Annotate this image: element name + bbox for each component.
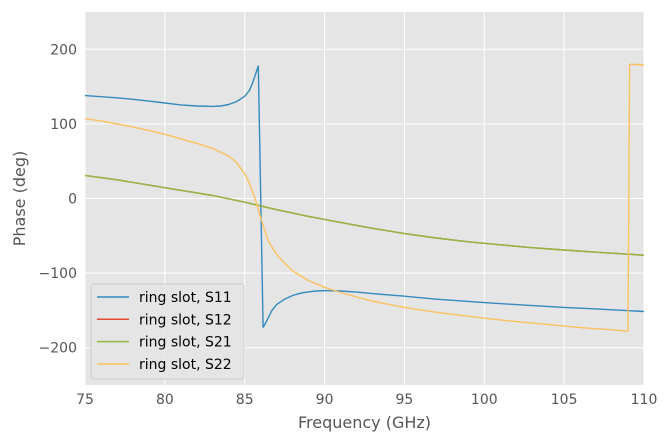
x-tick-label: 75 [76, 392, 94, 408]
x-tick-label: 95 [396, 392, 414, 408]
x-tick-label: 105 [551, 392, 578, 408]
series-line-3 [84, 174, 645, 256]
legend: ring slot, S11 ring slot, S12 ring slot, S… [90, 283, 245, 380]
series-lines [84, 63, 645, 332]
x-tick-label: 90 [316, 392, 334, 408]
y-tick-label: 0 [68, 192, 77, 208]
series-line-1 [262, 289, 645, 328]
series-line-4 [627, 64, 631, 332]
y-axis-label: Phase (deg) [10, 151, 29, 247]
legend-label: ring slot, S11 [139, 290, 232, 306]
series-line-4 [629, 63, 645, 66]
y-tick-label: 200 [50, 42, 77, 58]
x-tick-label: 110 [631, 392, 658, 408]
x-axis-label: Frequency (GHz) [298, 413, 431, 432]
x-tick-label: 85 [236, 392, 254, 408]
y-tick-label: −200 [39, 341, 77, 357]
legend-label: ring slot, S21 [139, 335, 232, 351]
y-tick-label: 100 [50, 117, 77, 133]
x-tick-labels: 75 80 85 90 95 100 105 110 [76, 392, 657, 408]
series-line-1 [257, 65, 264, 328]
series-line-4 [84, 118, 629, 332]
x-tick-label: 100 [471, 392, 498, 408]
series-line-1 [84, 65, 259, 108]
x-tick-label: 80 [156, 392, 174, 408]
legend-box [90, 283, 245, 380]
legend-label: ring slot, S22 [139, 357, 232, 373]
y-tick-label: −100 [39, 266, 77, 282]
legend-label: ring slot, S12 [139, 312, 232, 328]
y-tick-labels: −200 −100 0 100 200 [39, 42, 77, 356]
